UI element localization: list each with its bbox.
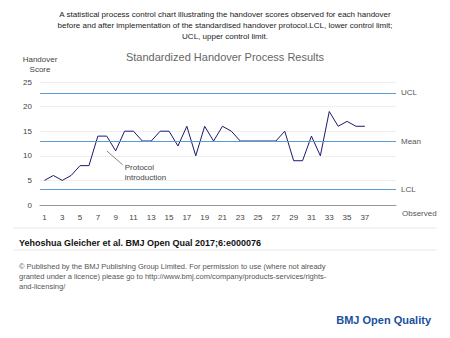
svg-text:Protocol: Protocol	[125, 163, 155, 172]
svg-text:Yehoshua Gleicher et al. BMJ O: Yehoshua Gleicher et al. BMJ Open Qual 2…	[19, 238, 261, 248]
svg-text:31: 31	[307, 213, 316, 222]
svg-text:17: 17	[182, 213, 191, 222]
svg-text:0: 0	[28, 201, 33, 210]
svg-text:UCL, upper control limit.: UCL, upper control limit.	[182, 32, 268, 41]
svg-text:21: 21	[218, 213, 227, 222]
svg-text:20: 20	[23, 102, 32, 111]
svg-text:15: 15	[23, 127, 32, 136]
svg-text:9: 9	[113, 213, 118, 222]
svg-text:granted under a licence) pleas: granted under a licence) please go to ht…	[19, 272, 327, 281]
svg-text:introduction: introduction	[125, 173, 166, 182]
svg-text:25: 25	[23, 78, 32, 87]
svg-text:A statistical process control: A statistical process control chart illu…	[59, 10, 391, 19]
svg-text:19: 19	[200, 213, 209, 222]
svg-text:27: 27	[271, 213, 280, 222]
svg-text:29: 29	[289, 213, 298, 222]
svg-text:before and after implementatio: before and after implementation of the s…	[58, 21, 393, 30]
svg-text:11: 11	[129, 213, 138, 222]
svg-text:25: 25	[254, 213, 263, 222]
svg-text:7: 7	[96, 213, 101, 222]
svg-text:BMJ Open Quality: BMJ Open Quality	[336, 314, 432, 326]
svg-text:5: 5	[28, 176, 33, 185]
svg-text:LCL: LCL	[401, 185, 416, 194]
svg-text:1: 1	[42, 213, 47, 222]
svg-text:and-licensing/: and-licensing/	[19, 282, 66, 291]
svg-text:23: 23	[236, 213, 245, 222]
svg-text:UCL: UCL	[401, 88, 418, 97]
svg-text:Handover: Handover	[23, 55, 58, 64]
svg-text:Standardized Handover Process: Standardized Handover Process Results	[126, 51, 325, 63]
svg-text:10: 10	[23, 151, 32, 160]
svg-text:Observed: Observed	[402, 209, 437, 218]
svg-text:Mean: Mean	[401, 137, 421, 146]
svg-text:3: 3	[60, 213, 65, 222]
svg-text:© Published by the BMJ Publish: © Published by the BMJ Publishing Group …	[19, 262, 326, 271]
svg-text:Score: Score	[30, 65, 51, 74]
svg-text:33: 33	[325, 213, 334, 222]
svg-text:35: 35	[343, 213, 352, 222]
svg-text:37: 37	[360, 213, 369, 222]
svg-text:15: 15	[165, 213, 174, 222]
svg-text:5: 5	[78, 213, 83, 222]
svg-text:13: 13	[147, 213, 156, 222]
